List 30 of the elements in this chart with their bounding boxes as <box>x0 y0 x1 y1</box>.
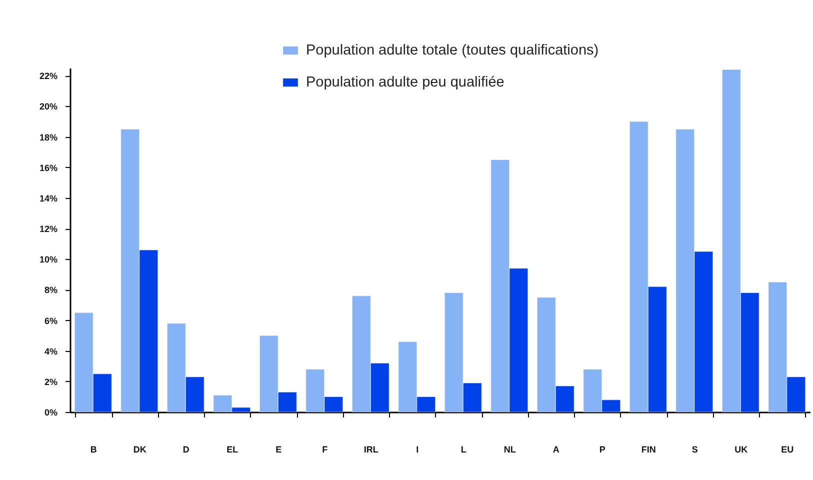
x-tick-label: UK <box>734 444 748 454</box>
y-tick-label: 16% <box>39 162 58 173</box>
y-tick-label: 22% <box>39 71 58 82</box>
x-tick-label: DK <box>133 444 147 454</box>
x-tick-label: IRL <box>364 444 379 454</box>
y-tick-label: 14% <box>39 193 58 204</box>
x-tick-label: D <box>182 444 190 454</box>
y-tick-label: 10% <box>39 254 58 265</box>
x-tick-label: EU <box>781 444 794 454</box>
x-tick-label: EL <box>226 444 239 454</box>
x-tick-label: F <box>322 444 328 454</box>
y-tick-label: 4% <box>44 346 58 356</box>
y-tick-label: 2% <box>44 376 58 387</box>
x-tick-label: FIN <box>641 444 656 454</box>
x-tick-label: E <box>276 444 282 454</box>
legend-label: Population adulte totale (toutes qualifications) <box>306 42 599 58</box>
y-tick-label: 8% <box>44 285 58 296</box>
y-tick-label: 20% <box>39 102 58 112</box>
x-tick-label: I <box>416 444 419 454</box>
x-tick-label: S <box>692 444 698 454</box>
x-tick-label: P <box>599 444 606 454</box>
y-tick-label: 18% <box>39 132 58 142</box>
y-tick-label: 6% <box>44 316 58 326</box>
x-tick-label: B <box>90 444 98 454</box>
y-tick-label: 0% <box>44 408 58 418</box>
x-tick-label: NL <box>504 444 516 454</box>
x-tick-label: L <box>460 444 467 454</box>
x-tick-label: A <box>552 444 560 454</box>
y-tick-label: 12% <box>39 224 58 234</box>
legend-label: Population adulte peu qualifiée <box>306 74 504 90</box>
